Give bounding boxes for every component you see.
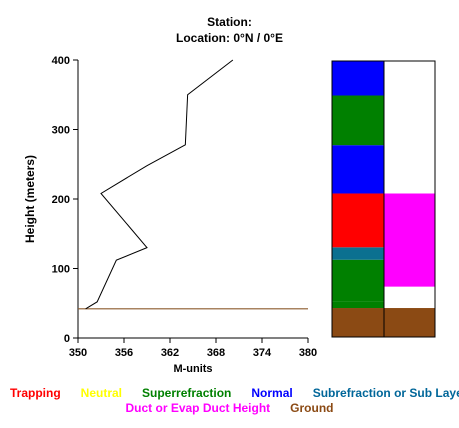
condition-segment-ground	[332, 308, 384, 337]
y-tick-label: 200	[52, 194, 70, 206]
y-axis-label: Height (meters)	[23, 155, 37, 243]
legend-row-2: Duct or Evap Duct Height Ground	[0, 401, 459, 415]
condition-segment-superrefraction	[332, 301, 384, 309]
condition-segment-superrefraction	[332, 95, 384, 146]
legend-item-subrefraction-or-sub-layer: Subrefraction or Sub Layer	[312, 386, 459, 400]
x-tick-label: 350	[69, 347, 87, 359]
condition-segment-none	[384, 286, 435, 309]
x-tick-label: 368	[207, 347, 225, 359]
y-tick-label: 300	[52, 125, 70, 137]
station-title: Station:	[207, 15, 252, 29]
condition-segment-trapping	[332, 193, 384, 248]
condition-segment-normal	[332, 61, 384, 96]
condition-segment-subrefraction-or-sub-layer	[332, 247, 384, 260]
legend-item-neutral: Neutral	[80, 386, 123, 400]
y-tick-label: 0	[64, 333, 70, 345]
legend-item-normal: Normal	[251, 386, 293, 400]
x-tick-label: 380	[299, 347, 317, 359]
condition-segment-ground	[384, 308, 435, 337]
condition-segment-duct-or-evap-duct-height	[384, 193, 435, 287]
legend-item-duct-or-evap-duct-height: Duct or Evap Duct Height	[125, 401, 271, 415]
condition-column-border	[383, 60, 436, 338]
x-tick-label: 362	[161, 347, 179, 359]
x-axis-label: M-units	[173, 363, 212, 375]
y-tick-label: 100	[52, 264, 70, 276]
legend-row-1: Trapping Neutral Superrefraction Normal Subr…	[0, 386, 459, 400]
condition-segment-superrefraction	[332, 259, 384, 302]
condition-segment-normal	[332, 145, 384, 194]
x-tick-label: 356	[115, 347, 133, 359]
location-subtitle: Location: 0°N / 0°E	[176, 31, 283, 45]
legend-item-superrefraction: Superrefraction	[142, 386, 232, 400]
x-tick-label: 374	[253, 347, 272, 359]
legend-item-ground: Ground	[290, 401, 334, 415]
m-unit-profile-line	[85, 59, 234, 310]
legend-item-trapping: Trapping	[10, 386, 61, 400]
condition-segment-none	[384, 61, 435, 194]
y-tick-label: 400	[52, 55, 70, 67]
